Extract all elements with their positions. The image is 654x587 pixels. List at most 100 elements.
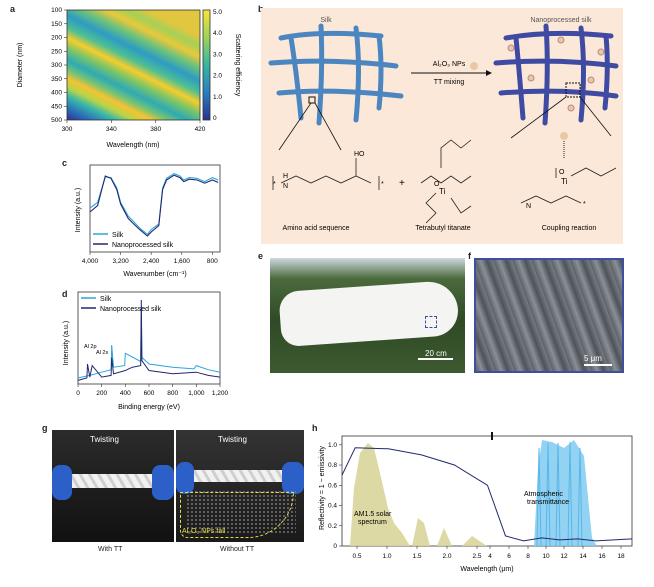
c-xtick: 4,000 bbox=[82, 258, 99, 265]
h-xtick: 12 bbox=[560, 553, 568, 560]
a-xlabel: Wavelength (nm) bbox=[106, 142, 159, 149]
h-xtick: 10 bbox=[542, 553, 550, 560]
a-ytick: 250 bbox=[51, 48, 62, 55]
c-ylabel: Intensity (a.u.) bbox=[75, 188, 82, 232]
b-amino: Amino acid sequence bbox=[283, 225, 350, 232]
d-legend-silk: Silk bbox=[100, 296, 112, 303]
f-scale: 5 μm bbox=[584, 354, 602, 363]
a-xtick: 300 bbox=[62, 126, 73, 133]
b-mol-o: O bbox=[434, 181, 440, 188]
h-ytick: 0.4 bbox=[328, 503, 337, 510]
photo-e: 20 cm bbox=[270, 258, 465, 373]
h-xtick: 4 bbox=[488, 553, 492, 560]
chart-d: 0 200 400 600 800 1,000 1,200 Silk Nanoprocess… bbox=[63, 291, 229, 411]
silk-mesh bbox=[268, 23, 404, 126]
h-ytick: 0.2 bbox=[328, 523, 337, 530]
a-ctick: 1.0 bbox=[213, 94, 222, 101]
b-arrow-bottom: TT mixing bbox=[434, 79, 465, 86]
twisted-fiber-left bbox=[62, 474, 164, 488]
panel-label-c: c bbox=[62, 158, 68, 168]
h-xtick: 1.0 bbox=[382, 553, 391, 560]
h-ytick: 0.8 bbox=[328, 462, 337, 469]
c-xtick: 2,400 bbox=[143, 258, 160, 265]
nano-mesh bbox=[493, 23, 619, 126]
a-ytick: 350 bbox=[51, 76, 62, 83]
glove-left-1 bbox=[52, 465, 72, 500]
a-ytick: 200 bbox=[51, 35, 62, 42]
a-cbar-label: Scattering efficiency bbox=[234, 34, 241, 97]
b-mol-n: N bbox=[283, 183, 288, 190]
d-xtick: 1,200 bbox=[212, 390, 229, 397]
panel-label-b: b bbox=[258, 4, 264, 14]
panel-label-d: d bbox=[62, 289, 68, 299]
b-mol-star-2: * bbox=[381, 181, 384, 188]
a-ytick: 300 bbox=[51, 62, 62, 69]
b-mol-star-3: * bbox=[583, 201, 586, 208]
h-ytick: 0 bbox=[333, 543, 337, 550]
h-ytick: 1.0 bbox=[328, 442, 337, 449]
diagram-b: Al₂O₃ NPs TT mixing Silk Nanoprocessed s… bbox=[268, 17, 619, 232]
photo-g-left: Twisting bbox=[52, 430, 174, 542]
c-xtick: 3,200 bbox=[112, 258, 129, 265]
h-atm-label-2: transmittance bbox=[527, 499, 569, 506]
h-xtick: 1.5 bbox=[412, 553, 421, 560]
b-arrow-top: Al₂O₃ NPs bbox=[433, 61, 466, 68]
a-ylabel: Diameter (nm) bbox=[17, 43, 24, 88]
a-ytick: 150 bbox=[51, 21, 62, 28]
a-ytick: 450 bbox=[51, 103, 62, 110]
h-xtick: 2.0 bbox=[442, 553, 451, 560]
b-silk-title: Silk bbox=[320, 17, 332, 24]
b-mol-ti: Ti bbox=[439, 187, 446, 196]
c-xlabel: Wavenumber (cm⁻¹) bbox=[123, 271, 186, 278]
a-ctick: 0 bbox=[213, 115, 217, 122]
b-mol-star-1: * bbox=[273, 181, 276, 188]
h-xtick: 8 bbox=[526, 553, 530, 560]
d-series-1 bbox=[77, 299, 221, 381]
glove-left-2 bbox=[152, 465, 174, 500]
a-ytick: 400 bbox=[51, 90, 62, 97]
b-mol-h: H bbox=[283, 173, 288, 180]
d-legend-nano: Nanoprocessed silk bbox=[100, 306, 162, 313]
solar-spectrum bbox=[350, 443, 410, 546]
a-ctick: 2.0 bbox=[213, 73, 222, 80]
g-caption-left: With TT bbox=[98, 546, 123, 553]
h-atm-label-1: Atmospheric bbox=[524, 491, 563, 498]
d-xtick: 600 bbox=[144, 390, 155, 397]
a-ctick: 3.0 bbox=[213, 51, 222, 58]
a-ytick: 500 bbox=[51, 117, 62, 124]
e-scale: 20 cm bbox=[425, 349, 447, 358]
d-xtick: 0 bbox=[76, 390, 80, 397]
chart-a-heatmap: 100 150 200 250 300 350 400 450 500 300 340 380 420… bbox=[17, 7, 241, 149]
h-xtick: 16 bbox=[598, 553, 606, 560]
g-left-title: Twisting bbox=[90, 435, 119, 444]
h-solar-label-2: spectrum bbox=[358, 519, 387, 526]
b-mol-ho: HO bbox=[354, 151, 365, 158]
zoom-box bbox=[425, 316, 437, 328]
chart-c: 4,000 3,200 2,400 1,600 800 Silk Nanoprocess… bbox=[75, 164, 221, 278]
h-ytick: 0.6 bbox=[328, 482, 337, 489]
b-mol-n-2: N bbox=[526, 203, 531, 210]
a-xtick: 420 bbox=[195, 126, 206, 133]
h-xtick: 6 bbox=[507, 553, 511, 560]
h-xtick: 0.5 bbox=[352, 553, 361, 560]
panel-label-f: f bbox=[468, 251, 471, 261]
colorbar bbox=[203, 10, 210, 120]
panel-label-g: g bbox=[42, 423, 48, 433]
a-ctick: 4.0 bbox=[213, 30, 222, 37]
d-xtick: 400 bbox=[120, 390, 131, 397]
a-ctick: 5.0 bbox=[213, 9, 222, 16]
b-tt: Tetrabutyl titanate bbox=[415, 225, 470, 232]
a-xtick: 340 bbox=[106, 126, 117, 133]
h-solar-label-1: AM1.5 solar bbox=[354, 511, 392, 518]
c-legend-silk: Silk bbox=[112, 232, 124, 239]
panel-label-e: e bbox=[258, 251, 264, 261]
d-ann-al2p: Al 2p bbox=[84, 344, 97, 350]
heatmap-area bbox=[67, 10, 200, 120]
b-nano-title: Nanoprocessed silk bbox=[530, 17, 592, 24]
d-xtick: 200 bbox=[96, 390, 107, 397]
d-xlabel: Binding energy (eV) bbox=[118, 404, 180, 411]
b-plus: + bbox=[399, 178, 405, 189]
c-xtick: 1,600 bbox=[174, 258, 191, 265]
h-xlabel: Wavelength (μm) bbox=[460, 566, 513, 573]
twisted-fiber-right bbox=[184, 470, 294, 482]
